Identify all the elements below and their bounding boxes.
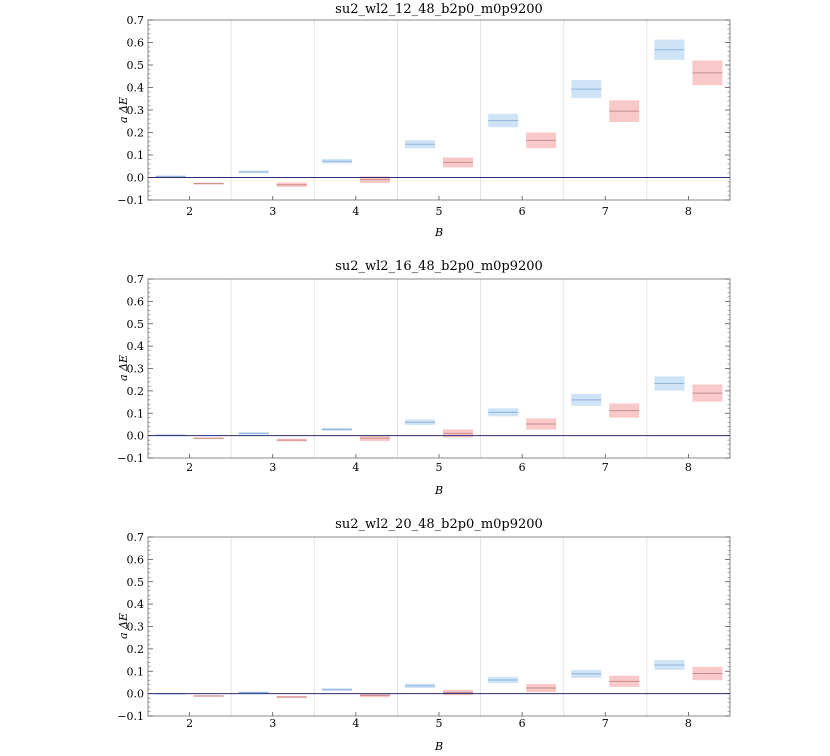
x-tick-label: 3 xyxy=(269,717,276,730)
y-tick-label: 0.6 xyxy=(127,553,145,566)
x-tick-label: 6 xyxy=(519,461,526,474)
x-tick-label: 8 xyxy=(685,205,692,218)
x-axis-label: B xyxy=(434,740,443,753)
y-tick-label: 0.3 xyxy=(127,621,145,634)
chart-panel-3: su2_wl2_20_48_b2p0_m0p9200 −0.1 0.0 0.1 0.2 0… xyxy=(117,517,731,753)
y-tick-label: 0.4 xyxy=(127,340,145,353)
y-axis-label: a ΔE xyxy=(117,613,130,639)
y-tick-label: 0.2 xyxy=(127,385,145,398)
y-tick-label: 0.3 xyxy=(127,104,145,117)
y-tick-label: 0.0 xyxy=(127,172,145,185)
y-tick-label: −0.1 xyxy=(117,710,144,723)
chart-title: su2_wl2_12_48_b2p0_m0p9200 xyxy=(335,2,543,17)
plot-frame xyxy=(147,19,731,201)
x-tick-label: 4 xyxy=(352,461,359,474)
x-tick-label: 4 xyxy=(352,205,359,218)
y-tick-label: 0.5 xyxy=(127,59,145,72)
x-axis-label: B xyxy=(434,226,443,239)
x-tick-label: 2 xyxy=(186,717,193,730)
y-tick-label: 0.4 xyxy=(127,82,145,95)
y-tick-label: 0.4 xyxy=(127,598,145,611)
x-tick-label: 5 xyxy=(436,461,443,474)
y-tick-label: 0.6 xyxy=(127,37,145,50)
y-tick-label: 0.7 xyxy=(127,273,145,286)
y-tick-label: 0.5 xyxy=(127,576,145,589)
y-tick-label: 0.0 xyxy=(127,688,145,701)
chart-panel-1: su2_wl2_12_48_b2p0_m0p9200 −0.1 0.0 0.1 0.2 0… xyxy=(117,2,731,239)
y-axis-label: a ΔE xyxy=(117,97,130,123)
y-tick-label: 0.2 xyxy=(127,643,145,656)
y-tick-label: 0.1 xyxy=(127,149,145,162)
plot-frame xyxy=(147,536,731,717)
x-tick-label: 7 xyxy=(602,461,609,474)
y-tick-label: 0.7 xyxy=(127,14,145,27)
chart-title: su2_wl2_20_48_b2p0_m0p9200 xyxy=(335,517,543,532)
y-tick-label: 0.6 xyxy=(127,295,145,308)
x-tick-label: 2 xyxy=(186,461,193,474)
x-tick-label: 2 xyxy=(186,205,193,218)
y-tick-label: 0.0 xyxy=(127,430,145,443)
x-tick-label: 6 xyxy=(519,717,526,730)
x-axis-label: B xyxy=(434,484,443,497)
chart-panel-2: su2_wl2_16_48_b2p0_m0p9200 −0.1 0.0 0.1 0.2 0… xyxy=(117,259,731,497)
y-tick-label: −0.1 xyxy=(117,194,144,207)
plot-frame xyxy=(147,278,731,459)
x-tick-label: 8 xyxy=(685,461,692,474)
y-axis-label: a ΔE xyxy=(117,355,130,381)
x-tick-label: 3 xyxy=(269,205,276,218)
x-tick-label: 6 xyxy=(519,205,526,218)
x-tick-label: 5 xyxy=(436,205,443,218)
y-tick-label: 0.2 xyxy=(127,127,145,140)
x-tick-label: 3 xyxy=(269,461,276,474)
y-tick-label: −0.1 xyxy=(117,452,144,465)
y-tick-label: 0.5 xyxy=(127,318,145,331)
y-tick-label: 0.7 xyxy=(127,531,145,544)
y-tick-label: 0.1 xyxy=(127,665,145,678)
chart-title: su2_wl2_16_48_b2p0_m0p9200 xyxy=(335,259,543,274)
x-tick-label: 7 xyxy=(602,717,609,730)
y-tick-label: 0.3 xyxy=(127,363,145,376)
x-tick-label: 8 xyxy=(685,717,692,730)
x-tick-label: 4 xyxy=(352,717,359,730)
y-tick-label: 0.1 xyxy=(127,407,145,420)
x-tick-label: 7 xyxy=(602,205,609,218)
x-tick-label: 5 xyxy=(436,717,443,730)
